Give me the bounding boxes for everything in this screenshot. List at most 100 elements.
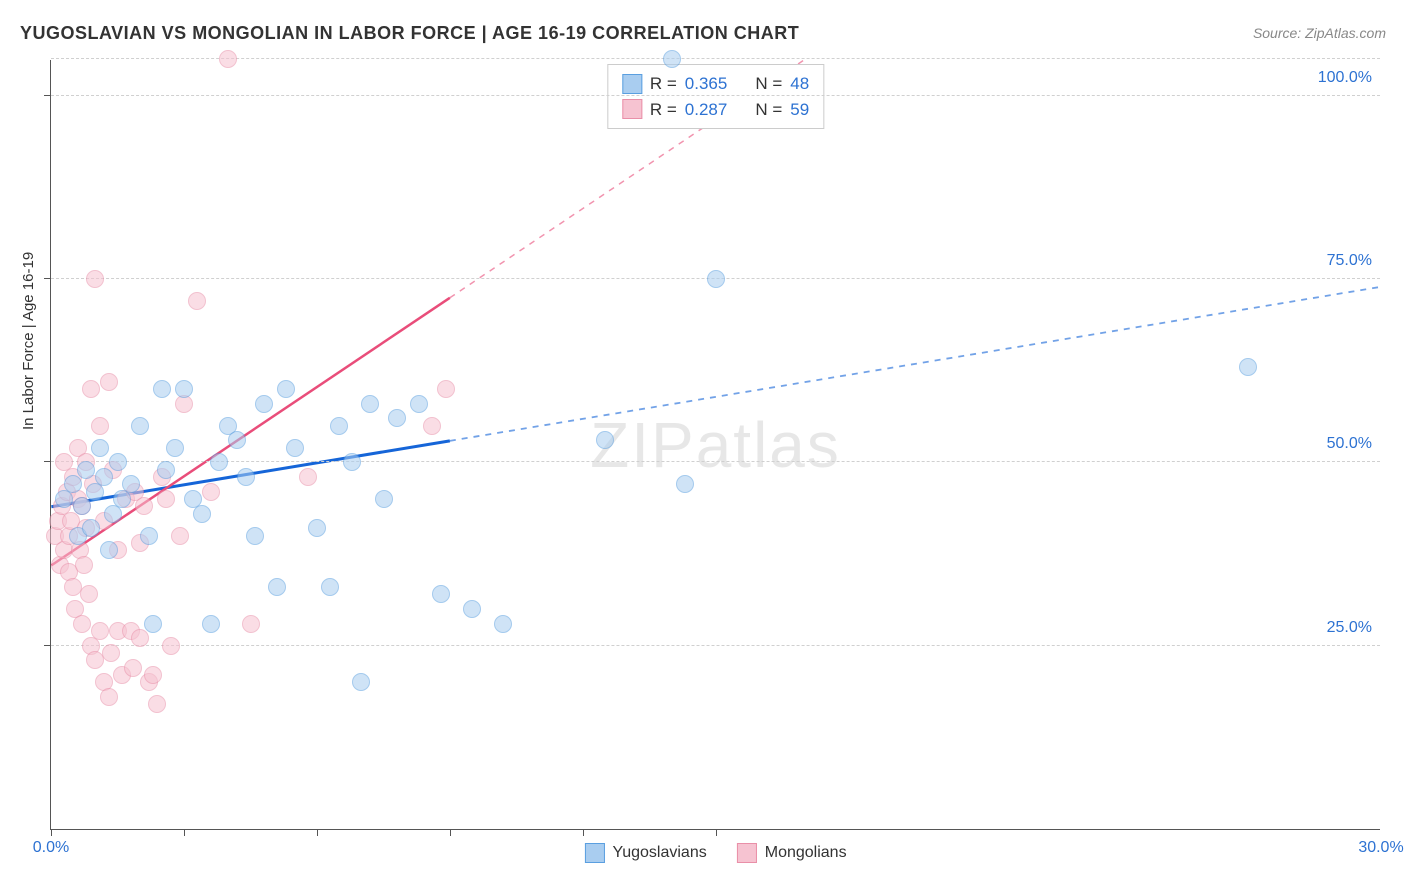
- data-point: [246, 527, 264, 545]
- data-point: [100, 688, 118, 706]
- data-point: [277, 380, 295, 398]
- y-axis-label: In Labor Force | Age 16-19: [20, 252, 37, 430]
- data-point: [157, 490, 175, 508]
- source-attribution: Source: ZipAtlas.com: [1253, 25, 1386, 41]
- data-point: [157, 461, 175, 479]
- data-point: [676, 475, 694, 493]
- data-point: [140, 527, 158, 545]
- data-point: [321, 578, 339, 596]
- data-point: [64, 475, 82, 493]
- data-point: [202, 483, 220, 501]
- swatch-series-a: [622, 74, 642, 94]
- data-point: [175, 380, 193, 398]
- x-tick-label: 0.0%: [33, 839, 69, 857]
- gridline: [51, 58, 1380, 59]
- data-point: [100, 541, 118, 559]
- data-point: [148, 695, 166, 713]
- data-point: [73, 615, 91, 633]
- legend-label-a: Yugoslavians: [612, 844, 706, 862]
- scatter-chart: ZIPatlas R = 0.365 N = 48 R = 0.287 N = …: [50, 60, 1380, 830]
- x-tick-mark: [716, 829, 717, 836]
- data-point: [75, 556, 93, 574]
- data-point: [82, 519, 100, 537]
- legend-r-label: R =: [650, 97, 677, 123]
- y-tick-label: 100.0%: [1318, 69, 1372, 87]
- gridline: [51, 645, 1380, 646]
- data-point: [268, 578, 286, 596]
- data-point: [162, 637, 180, 655]
- data-point: [86, 270, 104, 288]
- data-point: [463, 600, 481, 618]
- data-point: [663, 50, 681, 68]
- data-point: [131, 629, 149, 647]
- data-point: [1239, 358, 1257, 376]
- data-point: [423, 417, 441, 435]
- legend-n-value-b: 59: [790, 97, 809, 123]
- data-point: [210, 453, 228, 471]
- legend-item-b: Mongolians: [737, 843, 847, 863]
- data-point: [188, 292, 206, 310]
- data-point: [228, 431, 246, 449]
- data-point: [144, 615, 162, 633]
- gridline: [51, 461, 1380, 462]
- data-point: [308, 519, 326, 537]
- data-point: [80, 585, 98, 603]
- legend-r-value-a: 0.365: [685, 71, 728, 97]
- data-point: [144, 666, 162, 684]
- data-point: [95, 468, 113, 486]
- y-tick-mark: [44, 461, 51, 462]
- y-tick-mark: [44, 95, 51, 96]
- data-point: [109, 453, 127, 471]
- series-legend: Yugoslavians Mongolians: [584, 843, 846, 863]
- data-point: [166, 439, 184, 457]
- legend-row-series-b: R = 0.287 N = 59: [622, 97, 809, 123]
- data-point: [242, 615, 260, 633]
- swatch-series-a: [584, 843, 604, 863]
- data-point: [100, 373, 118, 391]
- legend-n-label: N =: [755, 71, 782, 97]
- swatch-series-b: [737, 843, 757, 863]
- data-point: [73, 497, 91, 515]
- y-tick-mark: [44, 278, 51, 279]
- data-point: [410, 395, 428, 413]
- data-point: [193, 505, 211, 523]
- data-point: [299, 468, 317, 486]
- legend-n-value-a: 48: [790, 71, 809, 97]
- data-point: [91, 417, 109, 435]
- watermark-text: ZIPatlas: [590, 408, 841, 482]
- data-point: [286, 439, 304, 457]
- data-point: [388, 409, 406, 427]
- data-point: [375, 490, 393, 508]
- data-point: [91, 622, 109, 640]
- x-tick-mark: [51, 829, 52, 836]
- data-point: [343, 453, 361, 471]
- data-point: [153, 380, 171, 398]
- y-tick-label: 50.0%: [1327, 435, 1372, 453]
- x-tick-mark: [317, 829, 318, 836]
- x-tick-mark: [450, 829, 451, 836]
- data-point: [135, 497, 153, 515]
- y-tick-label: 25.0%: [1327, 619, 1372, 637]
- data-point: [131, 417, 149, 435]
- legend-r-value-b: 0.287: [685, 97, 728, 123]
- legend-n-label: N =: [755, 97, 782, 123]
- legend-row-series-a: R = 0.365 N = 48: [622, 71, 809, 97]
- data-point: [255, 395, 273, 413]
- data-point: [91, 439, 109, 457]
- data-point: [432, 585, 450, 603]
- data-point: [171, 527, 189, 545]
- data-point: [596, 431, 614, 449]
- data-point: [707, 270, 725, 288]
- data-point: [437, 380, 455, 398]
- legend-r-label: R =: [650, 71, 677, 97]
- data-point: [361, 395, 379, 413]
- data-point: [219, 50, 237, 68]
- data-point: [352, 673, 370, 691]
- data-point: [102, 644, 120, 662]
- data-point: [330, 417, 348, 435]
- data-point: [202, 615, 220, 633]
- data-point: [124, 659, 142, 677]
- legend-label-b: Mongolians: [765, 844, 847, 862]
- data-point: [82, 380, 100, 398]
- gridline: [51, 95, 1380, 96]
